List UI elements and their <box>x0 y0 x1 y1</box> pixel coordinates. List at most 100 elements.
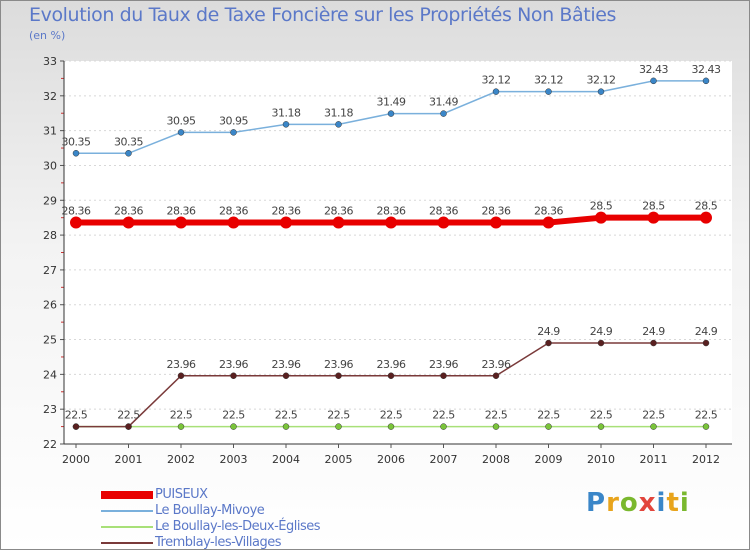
data-point <box>125 423 132 430</box>
data-point <box>282 372 290 380</box>
x-tick-label: 2010 <box>587 453 615 466</box>
data-label: 22.5 <box>537 409 560 422</box>
data-point <box>230 423 237 430</box>
data-point <box>700 211 712 224</box>
data-point <box>490 216 502 229</box>
legend-label: Tremblay-les-Villages <box>155 535 281 550</box>
data-point <box>492 88 500 95</box>
data-point <box>437 216 450 229</box>
x-tick-label: 2003 <box>220 453 248 466</box>
data-label: 22.5 <box>590 409 613 422</box>
data-point <box>595 211 607 224</box>
data-label: 22.5 <box>642 409 665 422</box>
data-point <box>702 339 710 347</box>
data-label: 23.96 <box>377 358 406 371</box>
data-label: 31.18 <box>272 106 301 119</box>
data-label: 22.5 <box>432 409 455 422</box>
data-label: 28.36 <box>62 205 91 218</box>
data-label: 24.9 <box>695 325 718 338</box>
data-label: 24.9 <box>590 325 613 338</box>
chart-subtitle: (en %) <box>29 29 66 42</box>
plot-area <box>64 61 732 444</box>
logo-letter: i <box>679 488 690 518</box>
y-tick-label: 31 <box>43 125 57 138</box>
logo-letter: r <box>606 488 620 518</box>
x-tick-label: 2000 <box>62 453 90 466</box>
legend-swatch <box>101 542 153 544</box>
data-point <box>335 423 342 430</box>
x-tick-label: 2005 <box>325 453 353 466</box>
logo-letter: i <box>656 488 667 518</box>
y-tick-label: 32 <box>43 90 57 103</box>
data-point <box>545 88 552 95</box>
data-label: 32.43 <box>692 63 721 76</box>
data-label: 28.5 <box>590 200 613 213</box>
logo-letter: o <box>619 488 639 518</box>
logo-letter: P <box>586 488 607 518</box>
data-point <box>70 216 82 229</box>
y-tick-label: 24 <box>43 368 57 381</box>
data-point <box>597 423 605 430</box>
data-label: 28.36 <box>429 205 458 218</box>
legend-label: PUISEUX <box>155 487 208 502</box>
y-tick-label: 29 <box>43 194 57 207</box>
legend-label: Le Boullay-Mivoye <box>155 503 265 518</box>
x-tick-label: 2011 <box>640 453 668 466</box>
data-label: 32.12 <box>587 74 616 87</box>
data-point <box>702 77 710 85</box>
data-label: 24.9 <box>642 325 665 338</box>
data-label: 23.96 <box>219 358 248 371</box>
data-point <box>545 339 552 347</box>
logo-letter: t <box>666 488 680 518</box>
x-tick-label: 2006 <box>377 453 405 466</box>
data-label: 28.36 <box>534 205 563 218</box>
data-point <box>227 216 240 229</box>
data-point <box>387 372 395 380</box>
data-label: 22.5 <box>327 409 350 422</box>
data-point <box>440 372 447 380</box>
data-label: 28.36 <box>219 205 248 218</box>
logo-letter: x <box>638 488 657 518</box>
data-point <box>702 423 710 430</box>
x-tick-label: 2012 <box>692 453 720 466</box>
data-label: 31.49 <box>429 96 458 109</box>
y-tick-label: 23 <box>43 403 57 416</box>
data-label: 22.5 <box>170 409 193 422</box>
data-label: 30.95 <box>219 114 248 127</box>
data-point <box>177 372 185 380</box>
data-label: 30.35 <box>114 135 143 148</box>
data-label: 28.36 <box>167 205 196 218</box>
data-label: 32.43 <box>639 63 668 76</box>
data-point <box>177 423 185 430</box>
y-tick-label: 27 <box>43 264 57 277</box>
data-point <box>597 88 605 95</box>
data-point <box>282 121 290 128</box>
data-point <box>597 339 605 347</box>
data-label: 23.96 <box>272 358 301 371</box>
data-point <box>650 423 657 430</box>
data-label: 30.35 <box>62 135 91 148</box>
data-label: 31.18 <box>324 106 353 119</box>
data-label: 32.12 <box>482 74 511 87</box>
data-point <box>177 129 185 136</box>
data-point <box>650 77 657 85</box>
data-label: 28.36 <box>272 205 301 218</box>
data-label: 22.5 <box>222 409 245 422</box>
data-point <box>545 423 552 430</box>
data-point <box>332 216 345 229</box>
data-point <box>335 121 342 128</box>
data-label: 28.5 <box>695 200 718 213</box>
data-label: 22.5 <box>117 409 140 422</box>
data-point <box>72 423 80 430</box>
data-point <box>230 129 237 136</box>
data-label: 30.95 <box>167 114 196 127</box>
data-label: 22.5 <box>380 409 403 422</box>
legend-label: Le Boullay-les-Deux-Églises <box>155 519 321 534</box>
data-point <box>542 216 555 229</box>
data-point <box>387 423 395 430</box>
x-tick-label: 2009 <box>535 453 563 466</box>
legend-swatch <box>101 491 153 499</box>
data-point <box>335 372 342 380</box>
